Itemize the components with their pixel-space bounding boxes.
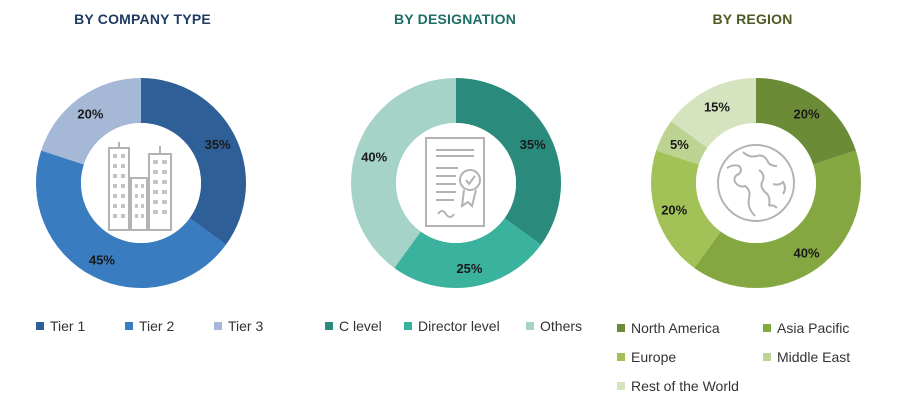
region-panel: BY REGION 20% 40% 20% 5% 15% North America A…	[605, 0, 900, 405]
donut-slice-north-america	[756, 78, 856, 165]
legend-c-level: C level	[325, 318, 382, 334]
region-title: BY REGION	[712, 11, 793, 27]
donut-slice-c-level	[456, 78, 561, 245]
legend-swatch	[763, 353, 771, 361]
buildings-icon	[105, 140, 177, 237]
legend-director-level: Director level	[404, 318, 500, 334]
legend-swatch	[617, 353, 625, 361]
slice-value-label: 20%	[77, 106, 103, 121]
legend-label: Europe	[631, 349, 677, 365]
slice-value-label: 25%	[456, 261, 482, 276]
donut-slice-rest-of-the-world	[671, 78, 756, 148]
donut-slice-director-level	[394, 218, 541, 288]
legend-label: Tier 1	[50, 318, 86, 334]
legend-label: North America	[631, 320, 720, 336]
slice-value-label: 15%	[704, 99, 730, 114]
legend-label: Tier 3	[228, 318, 264, 334]
slice-value-label: 35%	[520, 137, 546, 152]
legend-swatch	[763, 324, 771, 332]
slice-value-label: 20%	[794, 106, 820, 121]
legend-label: Tier 2	[139, 318, 175, 334]
legend-asia-pacific: Asia Pacific	[763, 320, 849, 336]
company-type-title: BY COMPANY TYPE	[74, 11, 211, 27]
slice-value-label: 5%	[670, 137, 689, 152]
legend-swatch	[526, 322, 534, 330]
legend-label: C level	[339, 318, 382, 334]
legend-swatch	[36, 322, 44, 330]
legend-label: Others	[540, 318, 583, 334]
legend-label: Asia Pacific	[777, 320, 850, 336]
legend-tier-3: Tier 3	[214, 318, 263, 334]
slice-value-label: 45%	[89, 253, 115, 268]
donut-slice-tier-2	[36, 150, 226, 288]
legend-tier-1: Tier 1	[36, 318, 85, 334]
legend-swatch	[617, 382, 625, 390]
designation-title: BY DESIGNATION	[393, 11, 517, 27]
legend-rest-of-the-world: Rest of the World	[617, 378, 739, 394]
donut-slice-tier-1	[141, 78, 246, 245]
legend-label: Rest of the World	[631, 378, 739, 394]
legend-swatch	[404, 322, 412, 330]
globe-icon	[713, 140, 799, 231]
company-type-panel: BY COMPANY TYPE 35% 45% 20%	[0, 0, 285, 405]
slice-value-label: 40%	[361, 149, 387, 164]
legend-europe: Europe	[617, 349, 676, 365]
slice-value-label: 20%	[661, 203, 687, 218]
legend-north-america: North America	[617, 320, 720, 336]
donut-slice-middle-east	[656, 121, 708, 165]
legend-swatch	[325, 322, 333, 330]
slice-value-label: 35%	[205, 137, 231, 152]
donut-slice-others	[351, 78, 456, 268]
legend-middle-east: Middle East	[763, 349, 850, 365]
region-donut: 20% 40% 20% 5% 15%	[651, 78, 861, 288]
legend-swatch	[617, 324, 625, 332]
legend-swatch	[214, 322, 222, 330]
legend-tier-2: Tier 2	[125, 318, 174, 334]
legend-label: Middle East	[777, 349, 851, 365]
donut-hole	[696, 123, 816, 243]
donut-slice-europe	[651, 150, 721, 268]
legend-label: Director level	[418, 318, 500, 334]
designation-panel: BY DESIGNATION 35% 25% 40% C level	[310, 0, 600, 405]
certificate-icon	[422, 136, 492, 237]
legend-swatch	[125, 322, 133, 330]
donut-slice-tier-3	[41, 78, 141, 165]
legend-others: Others	[526, 318, 582, 334]
donut-slice-asia-pacific	[694, 150, 861, 288]
slice-value-label: 40%	[794, 246, 820, 261]
